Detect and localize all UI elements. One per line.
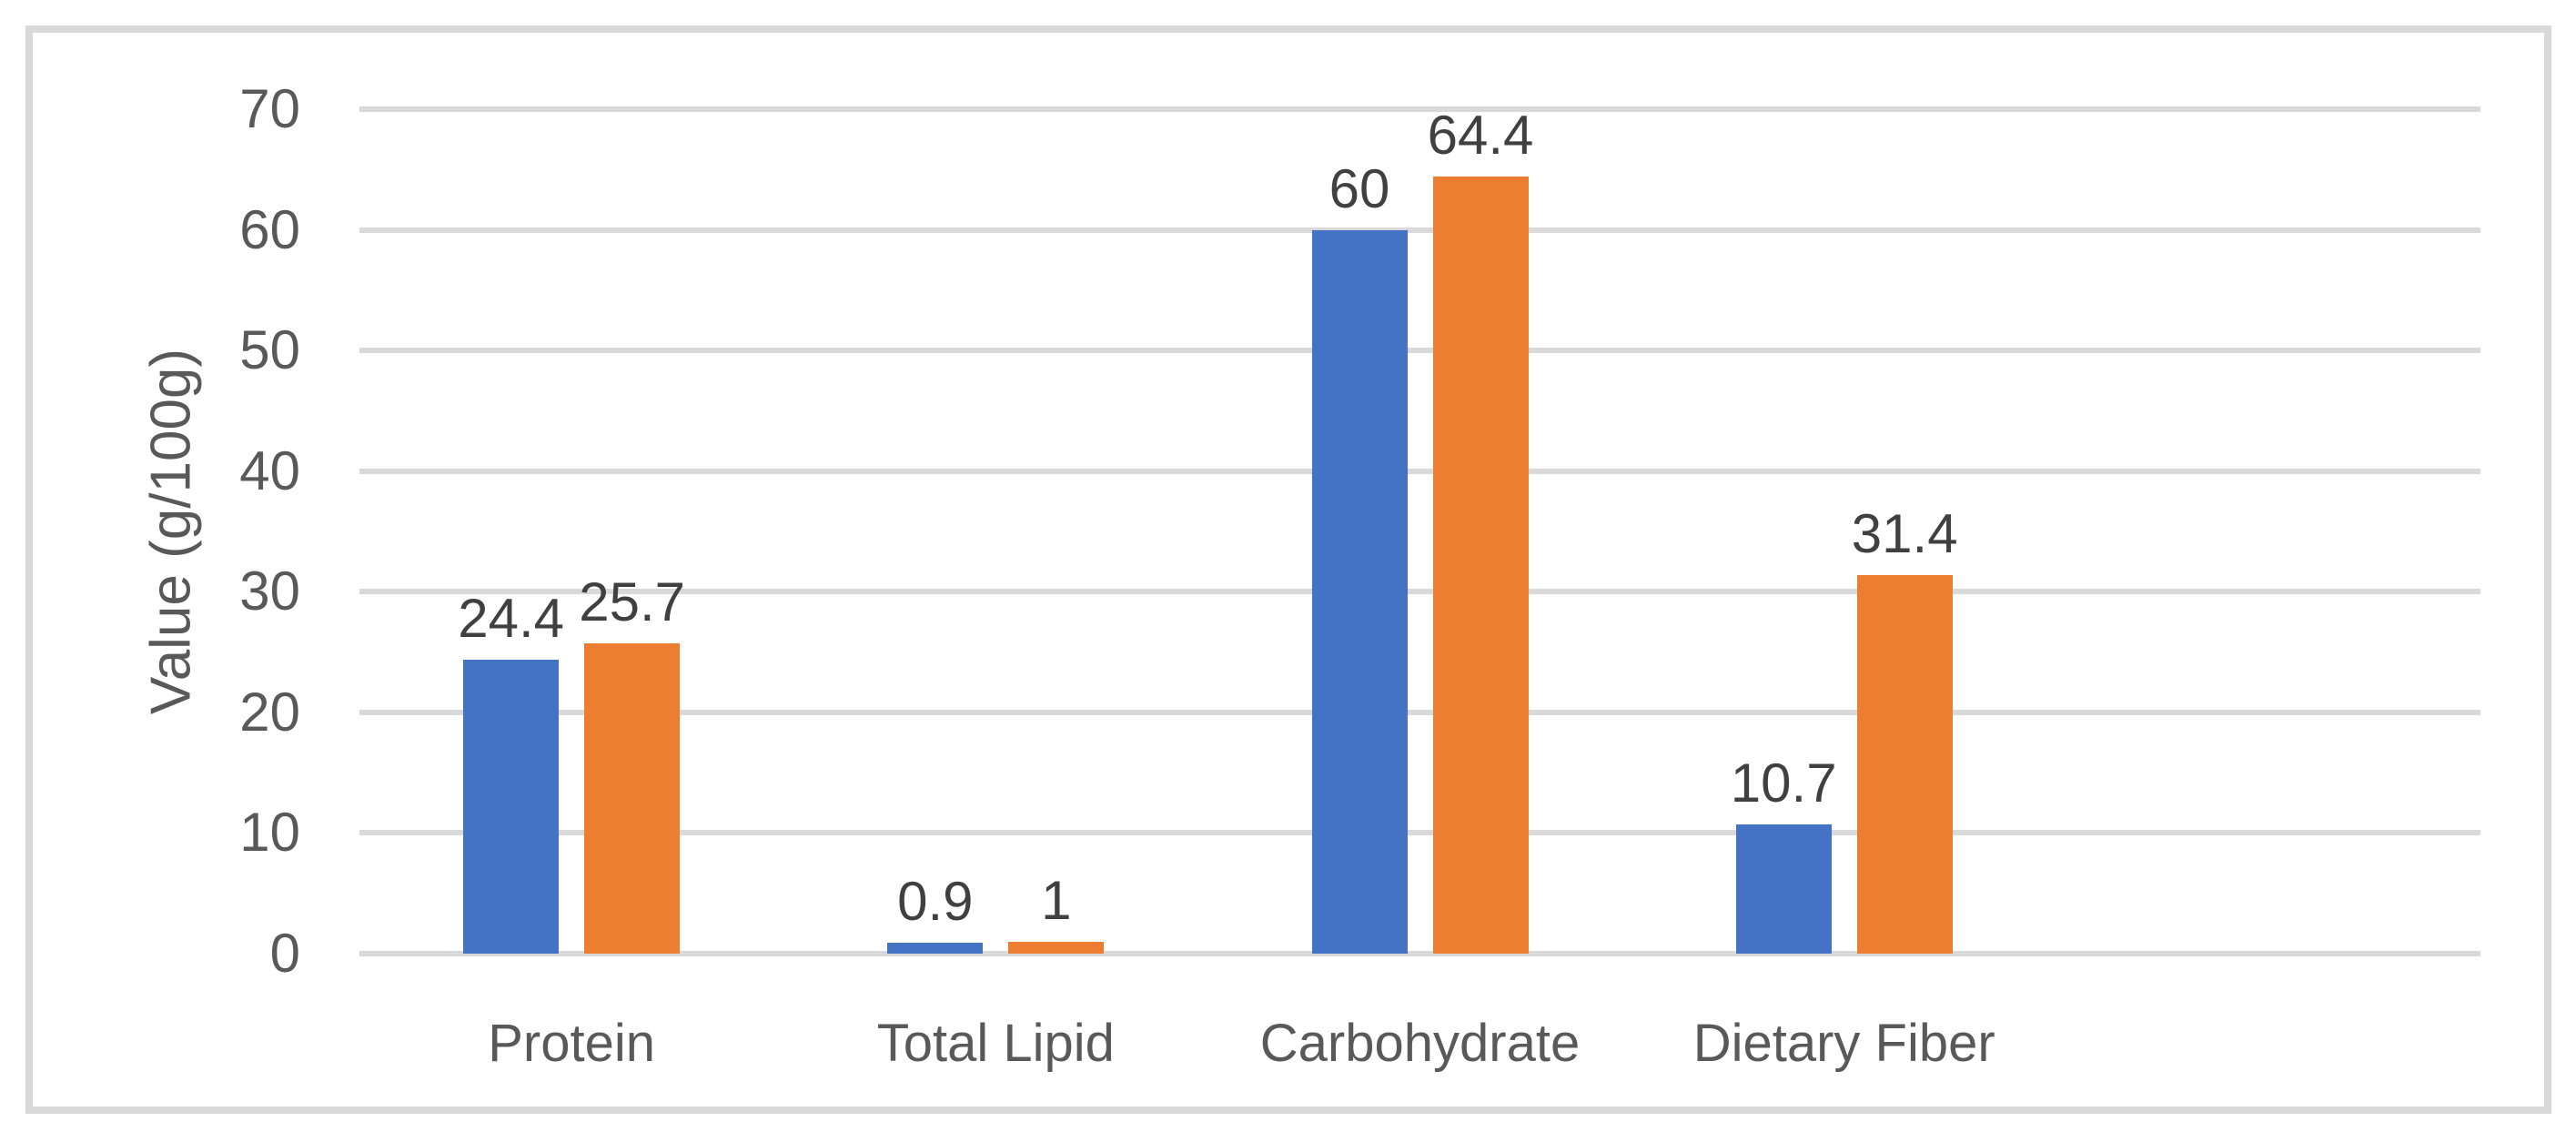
gridline-20 [359,709,2480,715]
data-label-carbohydrate-orange: 64.4 [1427,105,1534,167]
data-label-total-lipid-blue: 0.9 [897,871,974,933]
x-category-label-total-lipid: Total Lipid [876,1014,1115,1073]
y-tick-40: 40 [239,440,300,501]
bar-total-lipid-blue [887,943,984,954]
chart-frame: Value (g/100g) 24.4 25.7 0.9 1 60 64.4 10.7 31.… [25,25,2551,1114]
data-label-protein-blue: 24.4 [458,587,564,649]
y-tick-60: 60 [239,198,300,260]
y-tick-70: 70 [239,78,300,139]
y-axis-title: Value (g/100g) [139,348,203,715]
y-tick-0: 0 [269,923,300,984]
x-category-label-carbohydrate: Carbohydrate [1259,1014,1581,1073]
data-label-total-lipid-orange: 1 [1041,869,1072,931]
bar-dietary-fiber-orange [1856,574,1953,954]
gridline-0 [359,951,2480,956]
bar-protein-blue [463,659,560,954]
plot-area: 24.4 25.7 0.9 1 60 64.4 10.7 31.4 [359,105,2480,956]
x-category-label-dietary-fiber: Dietary Fiber [1692,1014,1995,1073]
y-tick-10: 10 [239,802,300,864]
bar-carbohydrate-blue [1311,229,1408,954]
data-label-dietary-fiber-orange: 31.4 [1851,502,1958,564]
bar-protein-orange [584,643,681,954]
gridline-60 [359,227,2480,233]
y-tick-20: 20 [239,681,300,743]
data-label-protein-orange: 25.7 [579,571,685,633]
x-category-label-protein: Protein [488,1014,655,1073]
y-tick-30: 30 [239,561,300,622]
gridline-10 [359,830,2480,836]
y-tick-50: 50 [239,319,300,381]
gridline-70 [359,106,2480,112]
bar-total-lipid-orange [1008,941,1105,954]
gridline-30 [359,589,2480,595]
bar-carbohydrate-orange [1432,177,1529,954]
gridline-50 [359,348,2480,354]
bar-dietary-fiber-blue [1735,824,1832,954]
gridline-40 [359,468,2480,474]
